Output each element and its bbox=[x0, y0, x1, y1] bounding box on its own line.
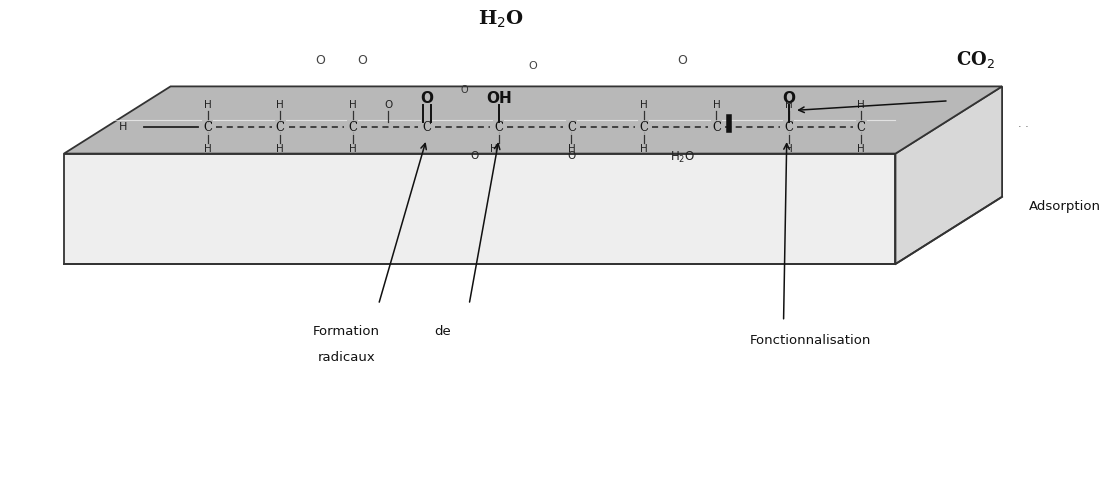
Text: Fonctionnalisation: Fonctionnalisation bbox=[749, 334, 871, 348]
Text: H: H bbox=[640, 144, 648, 154]
Text: H: H bbox=[349, 144, 357, 154]
Text: H: H bbox=[784, 100, 792, 110]
Text: O: O bbox=[420, 91, 433, 106]
Text: O: O bbox=[529, 61, 537, 71]
Text: O: O bbox=[470, 151, 479, 161]
Text: O: O bbox=[782, 91, 796, 106]
Text: H: H bbox=[349, 100, 357, 110]
Text: C: C bbox=[567, 120, 576, 134]
Text: C: C bbox=[422, 120, 431, 134]
Text: C: C bbox=[494, 120, 503, 134]
Text: O: O bbox=[567, 151, 575, 161]
Text: · ·: · · bbox=[1018, 122, 1029, 132]
Text: H: H bbox=[567, 144, 575, 154]
Text: H: H bbox=[204, 144, 212, 154]
Text: C: C bbox=[204, 120, 213, 134]
Text: H$_2$O: H$_2$O bbox=[669, 150, 695, 165]
Text: H: H bbox=[712, 100, 720, 110]
Text: H: H bbox=[277, 100, 285, 110]
Text: C: C bbox=[639, 120, 648, 134]
Text: C: C bbox=[348, 120, 358, 134]
Text: H: H bbox=[491, 144, 499, 154]
Text: H$_2$O: H$_2$O bbox=[478, 9, 524, 30]
Text: Formation: Formation bbox=[312, 324, 380, 338]
Text: H: H bbox=[784, 144, 792, 154]
Polygon shape bbox=[64, 154, 895, 264]
Text: C: C bbox=[276, 120, 285, 134]
Text: H: H bbox=[858, 100, 865, 110]
Text: de: de bbox=[434, 324, 451, 338]
Text: O: O bbox=[383, 100, 392, 110]
Polygon shape bbox=[64, 86, 1002, 154]
Text: C: C bbox=[856, 120, 865, 134]
Text: radicaux: radicaux bbox=[318, 351, 376, 364]
Text: H: H bbox=[204, 100, 212, 110]
Text: H: H bbox=[858, 144, 865, 154]
Polygon shape bbox=[895, 86, 1002, 264]
Text: H: H bbox=[640, 100, 648, 110]
Text: C: C bbox=[711, 120, 721, 134]
Text: O: O bbox=[315, 53, 325, 67]
Text: CO$_2$: CO$_2$ bbox=[956, 49, 995, 71]
Text: H: H bbox=[119, 122, 126, 132]
Text: OH: OH bbox=[486, 91, 512, 106]
Text: O: O bbox=[461, 85, 469, 95]
Text: O: O bbox=[358, 53, 368, 67]
Text: O: O bbox=[677, 53, 687, 67]
Text: C: C bbox=[784, 120, 793, 134]
Text: Adsorption: Adsorption bbox=[1028, 200, 1100, 213]
Text: H: H bbox=[277, 144, 285, 154]
